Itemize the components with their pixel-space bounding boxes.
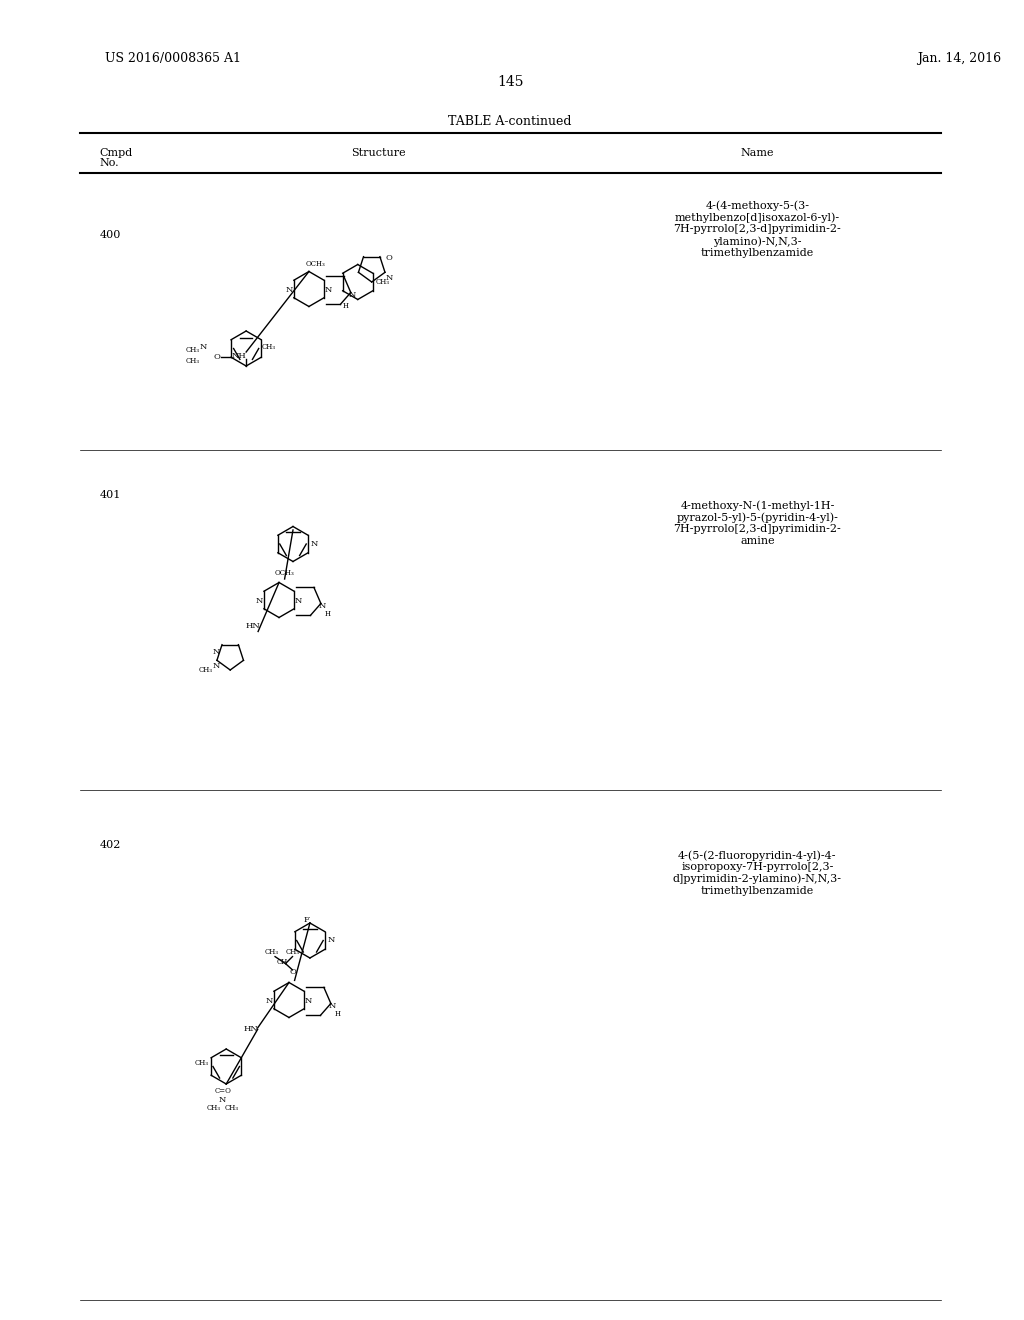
Text: CH₃: CH₃ xyxy=(195,1059,209,1067)
Text: 402: 402 xyxy=(99,840,121,850)
Text: NH: NH xyxy=(231,351,247,359)
Text: CH₃: CH₃ xyxy=(261,343,275,351)
Text: N: N xyxy=(318,602,326,610)
Text: OCH₃: OCH₃ xyxy=(274,569,295,577)
Text: O: O xyxy=(289,968,296,975)
Text: N: N xyxy=(325,286,332,294)
Text: F: F xyxy=(303,916,309,924)
Text: No.: No. xyxy=(99,158,119,168)
Text: 4-(5-(2-fluoropyridin-4-yl)-4-
isopropoxy-7H-pyrrolo[2,3-
d]pyrimidin-2-ylamino): 4-(5-(2-fluoropyridin-4-yl)-4- isopropox… xyxy=(673,850,842,896)
Text: CH₃: CH₃ xyxy=(375,279,389,286)
Text: TABLE A-continued: TABLE A-continued xyxy=(449,115,572,128)
Text: N: N xyxy=(286,286,293,294)
Text: N: N xyxy=(213,663,220,671)
Text: N: N xyxy=(305,998,312,1006)
Text: HN: HN xyxy=(244,1026,258,1034)
Text: O: O xyxy=(386,253,392,261)
Text: CH₃: CH₃ xyxy=(185,346,200,354)
Text: CH₃: CH₃ xyxy=(199,667,213,675)
Text: CH: CH xyxy=(276,957,288,965)
Text: N: N xyxy=(256,598,263,606)
Text: CH₃: CH₃ xyxy=(264,948,279,957)
Text: Jan. 14, 2016: Jan. 14, 2016 xyxy=(916,51,1000,65)
Text: CH₃: CH₃ xyxy=(185,356,200,364)
Text: N: N xyxy=(385,275,393,282)
Text: 4-(4-methoxy-5-(3-
methylbenzo[d]isoxazol-6-yl)-
7H-pyrrolo[2,3-d]pyrimidin-2-
y: 4-(4-methoxy-5-(3- methylbenzo[d]isoxazo… xyxy=(674,201,842,259)
Text: O: O xyxy=(214,354,220,362)
Text: H: H xyxy=(325,610,331,618)
Text: 400: 400 xyxy=(99,230,121,240)
Text: OCH₃: OCH₃ xyxy=(306,260,326,268)
Text: 4-methoxy-N-(1-methyl-1H-
pyrazol-5-yl)-5-(pyridin-4-yl)-
7H-pyrrolo[2,3-d]pyrim: 4-methoxy-N-(1-methyl-1H- pyrazol-5-yl)-… xyxy=(674,500,842,546)
Text: 401: 401 xyxy=(99,490,121,500)
Text: Name: Name xyxy=(740,148,774,158)
Text: CH₃: CH₃ xyxy=(207,1105,220,1113)
Text: N: N xyxy=(200,343,207,351)
Text: HN: HN xyxy=(245,622,260,630)
Text: H: H xyxy=(335,1010,341,1018)
Text: C=O: C=O xyxy=(214,1086,231,1096)
Text: N: N xyxy=(329,1002,336,1010)
Text: CH₃: CH₃ xyxy=(225,1105,239,1113)
Text: US 2016/0008365 A1: US 2016/0008365 A1 xyxy=(104,51,241,65)
Text: H: H xyxy=(342,302,348,310)
Text: 145: 145 xyxy=(497,75,523,88)
Text: N: N xyxy=(328,936,335,945)
Text: N: N xyxy=(348,290,356,298)
Text: Cmpd: Cmpd xyxy=(99,148,133,158)
Text: N: N xyxy=(295,598,302,606)
Text: N: N xyxy=(213,648,220,656)
Text: N: N xyxy=(266,998,273,1006)
Text: N: N xyxy=(310,540,317,548)
Text: CH₃: CH₃ xyxy=(286,948,299,957)
Text: N: N xyxy=(219,1096,226,1104)
Text: Structure: Structure xyxy=(351,148,406,158)
